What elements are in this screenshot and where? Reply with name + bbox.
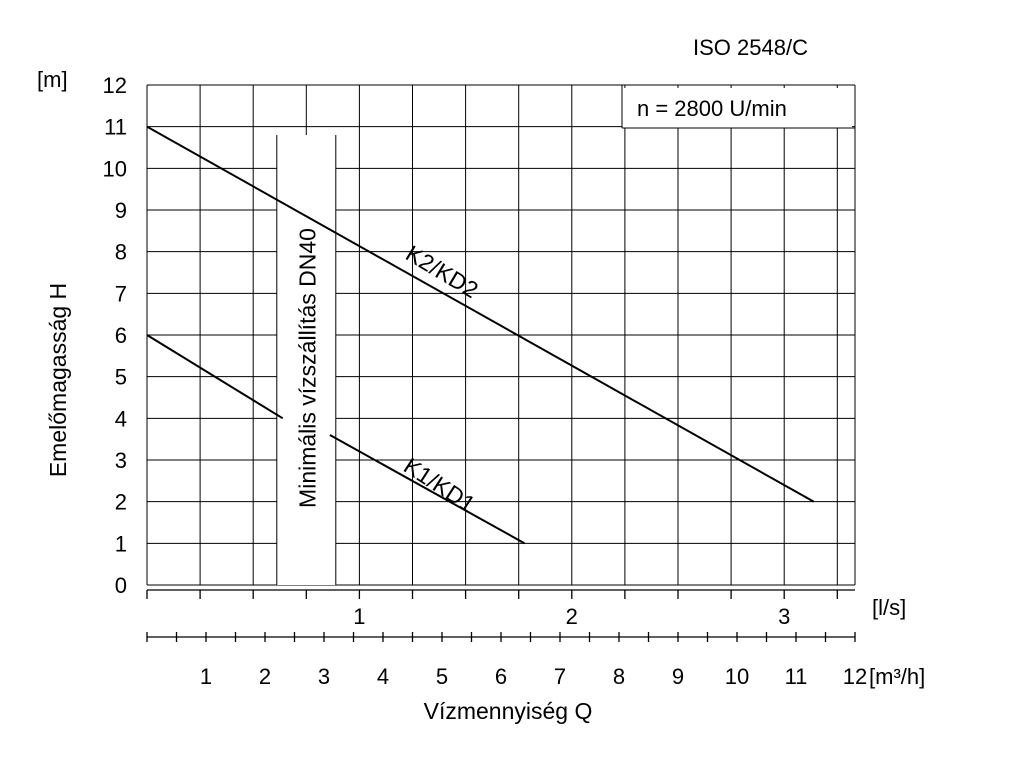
x-tick-label-m3h: 5 <box>436 664 448 689</box>
min-flow-box <box>276 135 336 585</box>
labels: ISO 2548/C [m] [l/s] [m³/h] Vízmennyiség… <box>37 35 925 724</box>
y-unit-label: [m] <box>37 67 68 92</box>
x-tick-label-m3h: 4 <box>377 664 389 689</box>
x-tick-label-m3h: 6 <box>495 664 507 689</box>
y-tick-label: 8 <box>115 240 127 265</box>
x-unit-ls-label: [l/s] <box>872 595 906 620</box>
y-tick-label: 7 <box>115 281 127 306</box>
y-tick-label: 3 <box>115 448 127 473</box>
curve-k1-segment-2 <box>329 434 526 545</box>
speed-box <box>622 88 852 128</box>
y-tick-label: 1 <box>115 531 127 556</box>
y-tick-label: 9 <box>115 198 127 223</box>
min-flow-label: Minimális vízszállítás DN40 <box>294 228 320 508</box>
y-tick-label: 6 <box>115 323 127 348</box>
y-tick-label: 5 <box>115 365 127 390</box>
y-tick-label: 0 <box>115 573 127 598</box>
x-tick-label-m3h: 9 <box>672 664 684 689</box>
speed-label: n = 2800 U/min <box>637 96 787 121</box>
curve-k1-segment-1 <box>146 334 284 420</box>
y-tick-label: 11 <box>104 115 127 140</box>
y-tick-label: 10 <box>103 156 127 181</box>
x-tick-label-m3h: 7 <box>554 664 566 689</box>
y-tick-label: 2 <box>115 490 127 515</box>
x-tick-label-ls: 3 <box>778 604 790 629</box>
x-tick-label-m3h: 12 <box>843 664 867 689</box>
x-tick-label-m3h: 3 <box>318 664 330 689</box>
y-tick-label: 4 <box>115 406 127 431</box>
x-tick-label-m3h: 1 <box>200 664 212 689</box>
x-tick-label-m3h: 2 <box>259 664 271 689</box>
x-unit-m3h-label: [m³/h] <box>869 664 925 689</box>
grid-lines <box>146 84 856 586</box>
curve-k2 <box>146 125 815 503</box>
min-flow-band: Minimális vízszállítás DN40 n = 2800 U/mi… <box>276 85 855 585</box>
curve-label-k1: K1/KD1 <box>399 452 480 517</box>
standard-label: ISO 2548/C <box>693 35 808 60</box>
x-tick-label-m3h: 10 <box>725 664 749 689</box>
x-tick-label-m3h: 11 <box>785 664 808 689</box>
axes <box>146 589 856 642</box>
x-tick-label-ls: 1 <box>353 604 365 629</box>
x-tick-label-m3h: 8 <box>613 664 625 689</box>
x-tick-label-ls: 2 <box>566 604 578 629</box>
y-tick-label: 12 <box>103 73 127 98</box>
y-axis-title: Emelőmagasság H <box>45 283 71 477</box>
x-axis-title: Vízmennyiség Q <box>424 698 593 724</box>
